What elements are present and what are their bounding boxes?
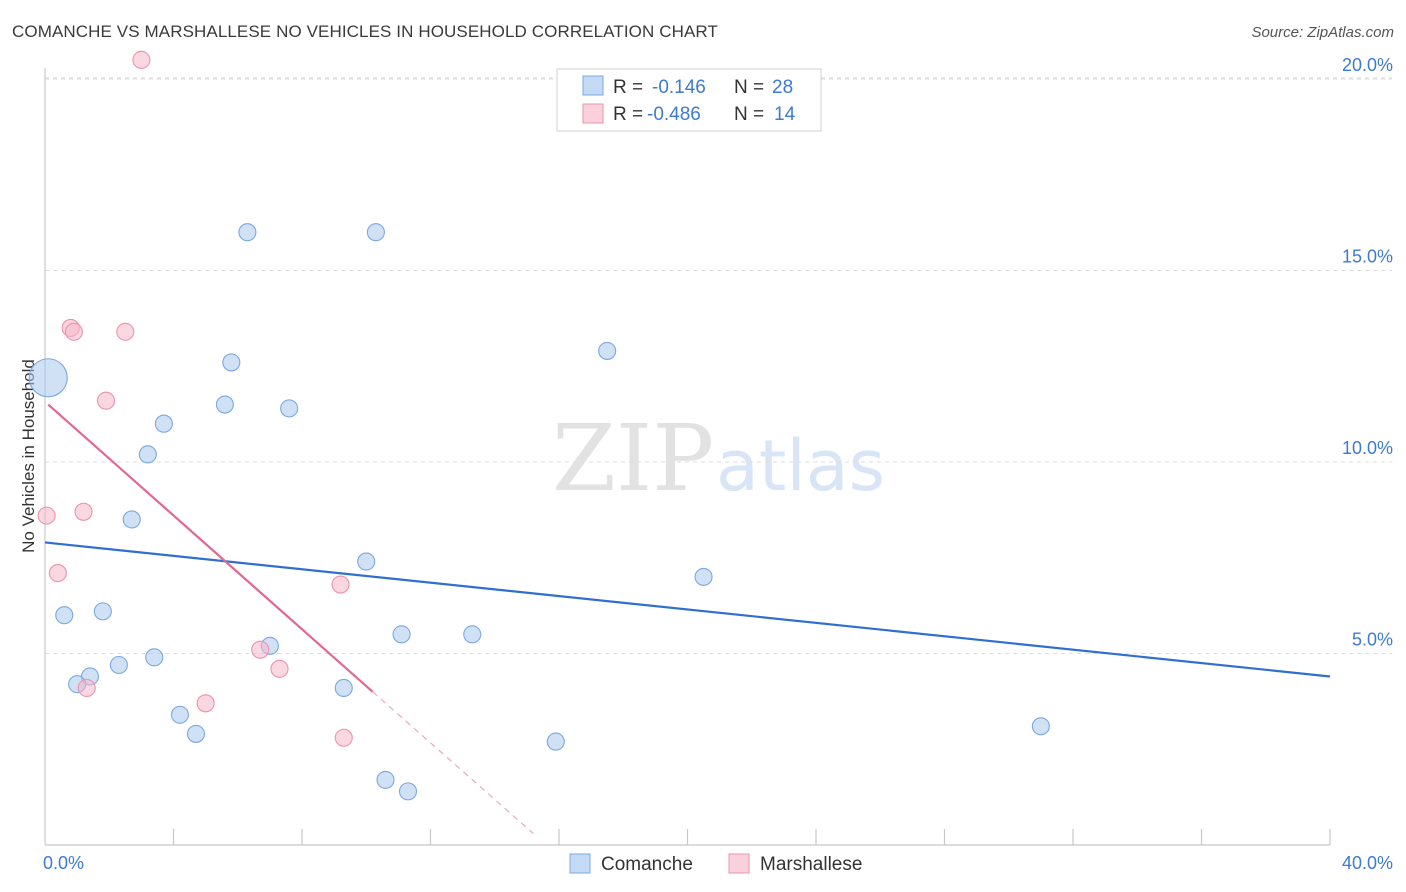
x-tick-label: 0.0% (43, 853, 84, 873)
point-comanche (463, 625, 482, 644)
point-comanche (1031, 717, 1050, 736)
watermark-zip: ZIP (552, 405, 714, 512)
trend-line-marshallese (47, 403, 374, 693)
point-comanche (694, 567, 713, 586)
point-marshallese (251, 640, 270, 659)
point-comanche (398, 782, 418, 801)
point-comanche (357, 552, 376, 571)
point-marshallese (334, 728, 353, 747)
legend-label-marshallese: Marshallese (760, 854, 862, 875)
stats-swatch-marshallese (582, 103, 604, 124)
point-marshallese (37, 506, 56, 525)
point-marshallese (270, 659, 289, 678)
trend-extension-marshallese (372, 691, 534, 834)
stats-r-value-marshallese: -0.486 (647, 104, 701, 125)
point-comanche (154, 414, 173, 433)
y-tick-label: 20.0% (1342, 55, 1393, 75)
point-marshallese (74, 502, 93, 521)
point-marshallese (331, 575, 350, 594)
trend-lines (44, 403, 1331, 834)
point-comanche (215, 395, 234, 414)
source-label: Source: ZipAtlas.com (1251, 24, 1394, 41)
y-tick-labels: 5.0% 10.0% 15.0% 20.0% (1342, 55, 1393, 650)
point-marshallese (96, 391, 116, 410)
point-comanche (376, 770, 395, 789)
point-comanche (280, 399, 299, 418)
y-tick-label: 5.0% (1352, 630, 1393, 650)
stats-n-value-marshallese: 14 (774, 104, 796, 125)
point-marshallese (116, 322, 135, 341)
stats-n-label-marshallese: N = (734, 104, 764, 125)
y-tick-label: 10.0% (1342, 438, 1393, 458)
gridlines (45, 77, 1392, 654)
point-comanche (138, 445, 157, 464)
chart-title: COMANCHE VS MARSHALLESE NO VEHICLES IN H… (12, 22, 718, 41)
stats-r-label-marshallese: R = (613, 104, 643, 125)
point-comanche (55, 606, 74, 625)
stats-legend: R = -0.146 N = 28 R = -0.486 N = 14 (556, 68, 822, 132)
point-comanche (186, 724, 206, 743)
legend-label-comanche: Comanche (601, 854, 693, 875)
point-comanche (598, 341, 617, 360)
x-tick-label: 40.0% (1342, 853, 1393, 873)
point-comanche (28, 358, 68, 398)
point-comanche (122, 510, 141, 529)
trend-line-comanche (44, 541, 1331, 678)
watermark-atlas: atlas (716, 425, 885, 507)
point-marshallese (132, 50, 151, 69)
point-comanche (170, 705, 189, 724)
point-marshallese (64, 322, 83, 341)
point-comanche (222, 353, 241, 372)
watermark: ZIP atlas (552, 405, 885, 512)
legend-swatch-marshallese (728, 853, 750, 874)
stats-n-value-comanche: 28 (772, 77, 793, 98)
y-axis-title: No Vehicles in Household (19, 359, 38, 553)
point-comanche (546, 732, 565, 751)
y-tick-label: 15.0% (1342, 247, 1393, 267)
point-comanche (109, 655, 128, 675)
point-comanche (238, 223, 257, 242)
stats-r-value-comanche: -0.146 (652, 77, 706, 98)
stats-n-label-comanche: N = (734, 77, 764, 98)
legend-swatch-comanche (569, 853, 591, 874)
x-tick-labels: 0.0% 40.0% (43, 853, 1393, 873)
point-comanche (93, 602, 112, 621)
point-comanche (145, 648, 164, 667)
point-marshallese (48, 564, 67, 583)
data-points (28, 50, 1050, 801)
point-comanche (366, 223, 385, 242)
series-legend: Comanche Marshallese (569, 853, 862, 875)
point-marshallese (196, 694, 215, 713)
point-comanche (334, 678, 353, 698)
stats-r-label-comanche: R = (613, 77, 643, 98)
point-comanche (392, 625, 411, 644)
point-marshallese (77, 678, 96, 698)
stats-swatch-comanche (582, 75, 604, 96)
x-axis-ticks (172, 829, 1331, 845)
